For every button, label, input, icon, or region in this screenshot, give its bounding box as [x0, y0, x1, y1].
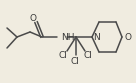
Text: NH: NH — [61, 33, 75, 42]
Text: O: O — [30, 14, 36, 22]
Text: Cl: Cl — [59, 50, 67, 60]
Text: Cl: Cl — [84, 50, 92, 60]
Text: Cl: Cl — [71, 58, 79, 66]
Text: N: N — [93, 33, 100, 42]
Text: O: O — [125, 33, 132, 42]
